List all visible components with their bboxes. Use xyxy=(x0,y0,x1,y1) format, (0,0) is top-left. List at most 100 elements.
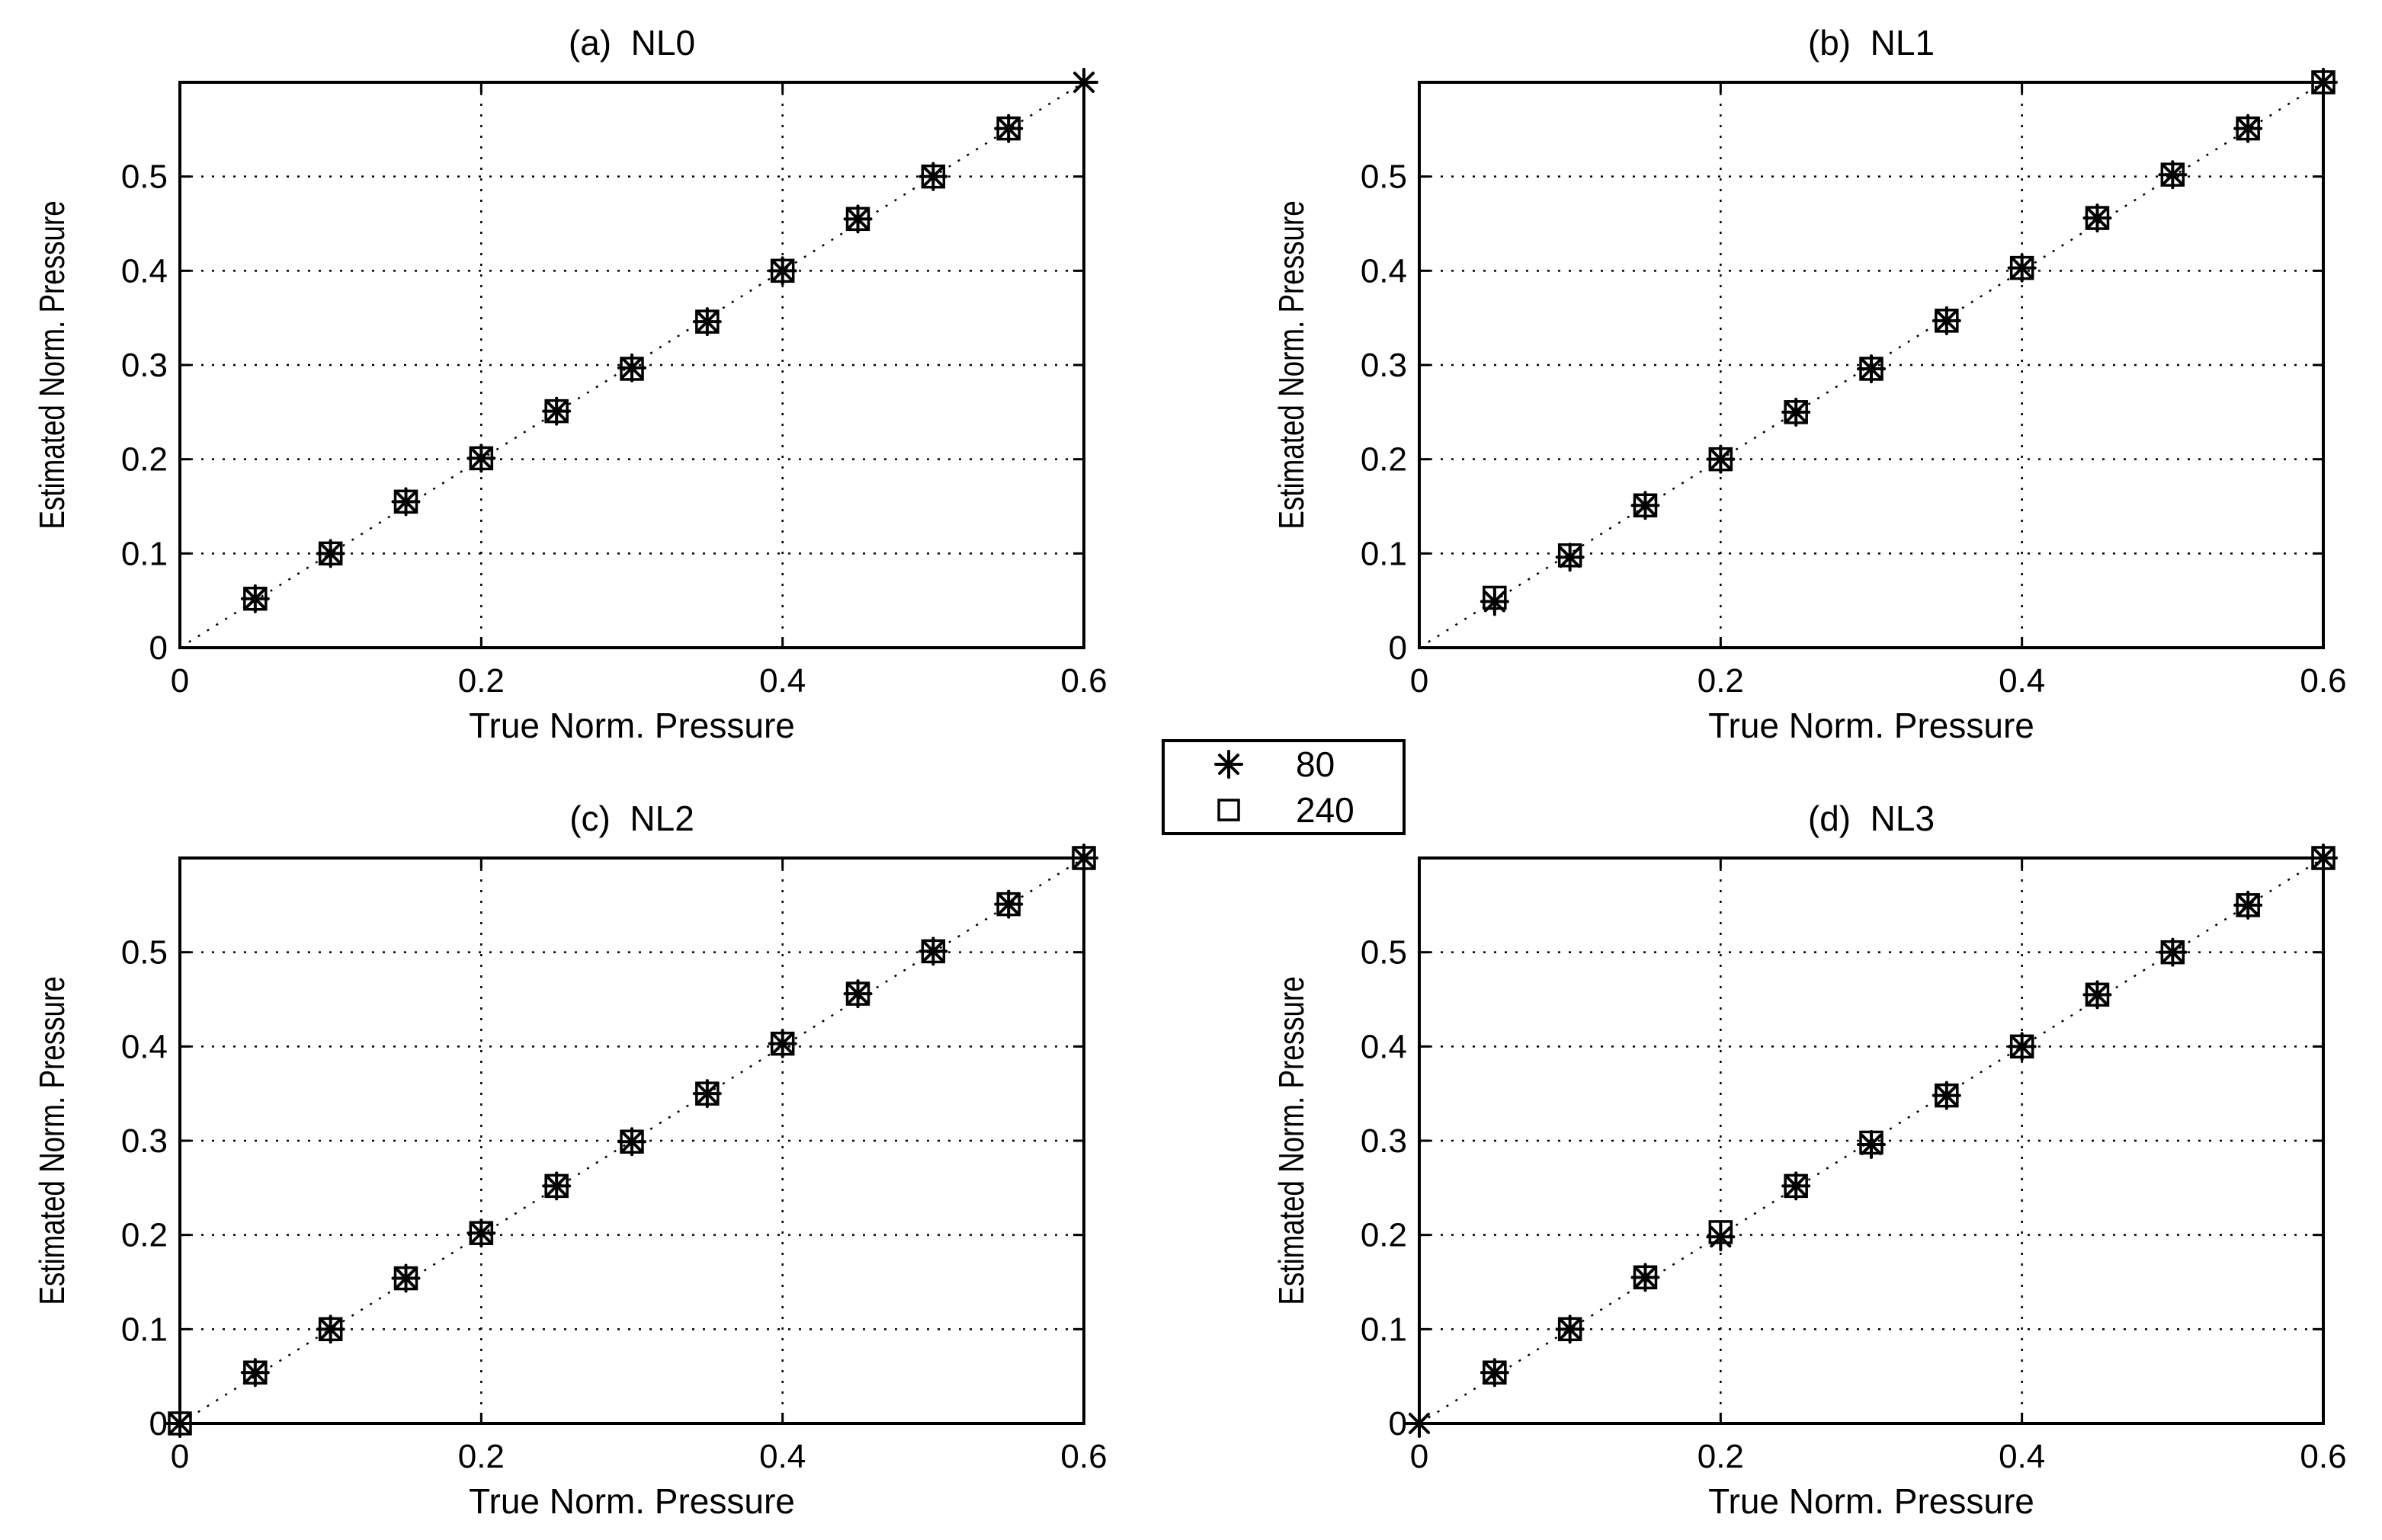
data-point-240 xyxy=(2085,206,2110,230)
y-tick-label: 0.3 xyxy=(121,1122,168,1160)
data-point-240 xyxy=(695,1081,720,1106)
x-tick-label: 0 xyxy=(171,1438,189,1475)
data-point-80 xyxy=(692,307,722,337)
series-80 xyxy=(1480,68,2338,616)
series-80 xyxy=(165,844,1098,1438)
y-tick-label: 0.4 xyxy=(121,1028,168,1065)
data-point-240 xyxy=(996,116,1021,141)
data-point-80 xyxy=(2233,890,2263,920)
legend-label: 80 xyxy=(1296,744,1335,784)
legend-label: 240 xyxy=(1296,790,1355,830)
data-point-240 xyxy=(393,1266,418,1291)
data-point-240 xyxy=(469,446,494,471)
data-point-80 xyxy=(2158,160,2188,190)
data-point-240 xyxy=(2311,846,2336,870)
data-point-80 xyxy=(2233,114,2263,143)
data-point-80 xyxy=(768,1029,797,1058)
y-tick-label: 0.4 xyxy=(1361,252,1407,290)
data-point-240 xyxy=(2009,255,2034,280)
data-point-240 xyxy=(1072,846,1096,870)
panel-title: (c) NL2 xyxy=(569,799,694,838)
data-point-240 xyxy=(620,357,644,381)
y-axis-label: Estimated Norm. Pressure xyxy=(1271,200,1311,529)
x-tick-label: 0.2 xyxy=(1698,1438,1744,1475)
data-point-240 xyxy=(469,1221,494,1245)
y-tick-label: 0.1 xyxy=(121,1311,168,1348)
data-point-80 xyxy=(391,487,421,517)
data-point-240 xyxy=(1483,1360,1507,1385)
data-point-240 xyxy=(921,939,946,964)
data-point-240 xyxy=(243,1360,268,1385)
data-point-80 xyxy=(2007,1032,2037,1061)
data-point-80 xyxy=(1781,397,1811,427)
y-tick-label: 0 xyxy=(149,1405,168,1442)
data-point-80 xyxy=(1555,1314,1585,1344)
data-point-80 xyxy=(542,1171,572,1201)
data-point-240 xyxy=(2236,116,2260,141)
data-point-240 xyxy=(1784,400,1808,424)
x-tick-label: 0.2 xyxy=(1698,662,1744,700)
data-point-80 xyxy=(1069,844,1098,872)
y-tick-label: 0.5 xyxy=(121,158,168,196)
data-point-240 xyxy=(2160,940,2185,965)
data-point-80 xyxy=(391,1263,421,1293)
x-tick-label: 0.2 xyxy=(458,662,505,700)
data-point-240 xyxy=(1935,1083,1959,1108)
legend-marker-asterisk xyxy=(1214,750,1243,779)
x-tick-label: 0 xyxy=(1410,1438,1428,1475)
data-point-80 xyxy=(1932,306,1961,335)
x-tick-label: 0.4 xyxy=(1999,1438,2045,1475)
data-point-240 xyxy=(1859,357,1883,381)
data-point-80 xyxy=(1706,1222,1736,1252)
y-tick-label: 0.4 xyxy=(1361,1028,1407,1065)
data-point-240 xyxy=(1483,585,1507,610)
x-tick-label: 0.6 xyxy=(2300,1438,2346,1475)
data-point-80 xyxy=(2158,937,2188,967)
data-point-80 xyxy=(1706,444,1736,474)
data-point-80 xyxy=(466,443,496,473)
y-tick-label: 0.1 xyxy=(121,535,168,572)
data-point-240 xyxy=(544,1173,569,1199)
data-point-240 xyxy=(845,207,870,232)
x-tick-label: 0.2 xyxy=(458,1438,505,1475)
panel-c: 0 0.2 0.4 0.6 0 0.1 0.2 0.3 0.4 0.5 (c) NL2 True No… xyxy=(32,799,1108,1521)
x-tick-label: 0.6 xyxy=(2300,662,2346,700)
data-point-240 xyxy=(1633,493,1658,518)
data-point-240 xyxy=(1708,1220,1733,1244)
data-point-80 xyxy=(918,936,948,966)
data-point-80 xyxy=(240,584,270,613)
data-point-240 xyxy=(318,541,343,566)
legend-box xyxy=(1162,739,1406,835)
y-tick-label: 0.3 xyxy=(121,347,168,384)
x-tick-label: 0 xyxy=(171,662,189,700)
series-240 xyxy=(1483,70,2336,610)
data-point-240 xyxy=(770,258,795,283)
y-axis-label: Estimated Norm. Pressure xyxy=(32,200,72,529)
y-tick-label: 0 xyxy=(1389,629,1407,667)
data-point-80 xyxy=(1857,1129,1886,1159)
y-tick-label: 0.4 xyxy=(121,252,168,290)
panel-title: (a) NL0 xyxy=(569,23,695,62)
x-axis-label: True Norm. Pressure xyxy=(469,1481,795,1521)
x-axis-label: True Norm. Pressure xyxy=(1708,706,2034,745)
data-point-80 xyxy=(1781,1171,1811,1201)
data-point-80 xyxy=(165,1409,194,1438)
panels: 0 0.2 0.4 0.6 0 0.1 0.2 0.3 0.4 0.5 (a) NL0 True No… xyxy=(32,23,2347,1521)
panel-a: 0 0.2 0.4 0.6 0 0.1 0.2 0.3 0.4 0.5 (a) NL0 True No… xyxy=(32,23,1108,745)
y-tick-label: 0.5 xyxy=(121,934,168,972)
data-point-80 xyxy=(2082,203,2112,233)
y-axis-label: Estimated Norm. Pressure xyxy=(1271,976,1311,1305)
panel-d: 0 0.2 0.4 0.6 0 0.1 0.2 0.3 0.4 0.5 (d) NL3 True No… xyxy=(1271,799,2347,1521)
data-point-80 xyxy=(1630,491,1660,520)
series-80 xyxy=(240,68,1098,613)
data-point-80 xyxy=(2309,68,2338,97)
data-point-80 xyxy=(692,1079,722,1109)
data-point-240 xyxy=(2160,162,2185,187)
data-point-240 xyxy=(921,164,946,189)
data-point-240 xyxy=(544,399,569,424)
data-point-80 xyxy=(994,889,1024,919)
data-point-80 xyxy=(2007,253,2037,283)
x-tick-label: 0.4 xyxy=(1999,662,2045,700)
